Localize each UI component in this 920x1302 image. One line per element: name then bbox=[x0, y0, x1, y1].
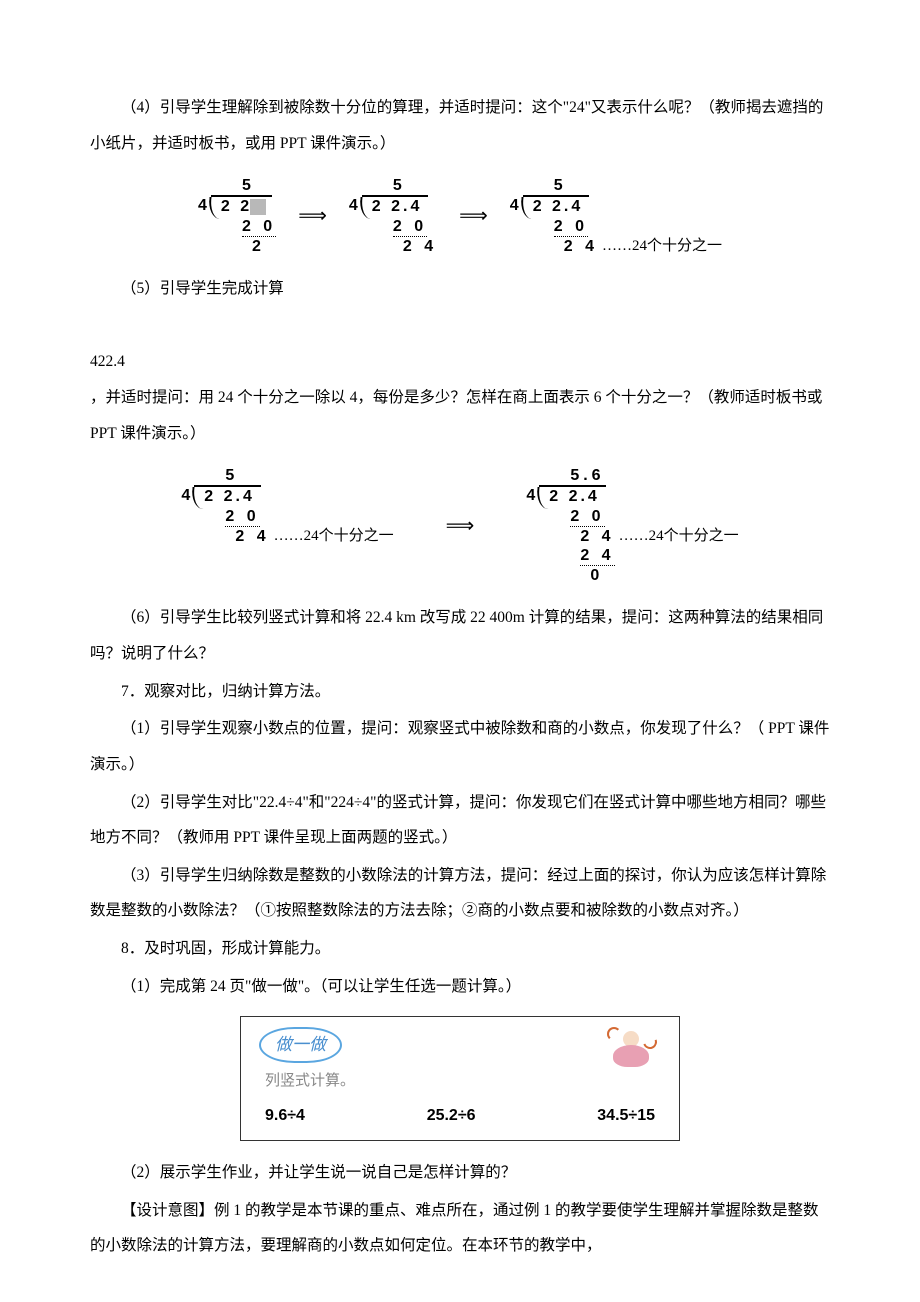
remainder: 2 4 bbox=[526, 527, 614, 546]
annotation: ……24个十分之一 bbox=[274, 527, 394, 545]
dividend: 2 2.4 bbox=[194, 485, 261, 506]
dividend: 2 2.4 bbox=[523, 195, 590, 216]
para2b: ，并适时提问：用 24 个十分之一除以 4，每份是多少？怎样在商上面表示 6 个… bbox=[90, 389, 822, 442]
inline-dividend: 22.4 bbox=[98, 353, 125, 370]
longdiv-1: 5 4 2 2 2 0 2 bbox=[198, 176, 276, 256]
step-sub: 2 0 bbox=[198, 217, 276, 237]
step2: 2 4 bbox=[526, 546, 738, 566]
paragraph-5: （5）引导学生完成计算 bbox=[90, 271, 830, 307]
remainder: 2 4 bbox=[510, 237, 598, 256]
step1: 2 0 bbox=[393, 217, 427, 237]
paragraph-10: （3）引导学生归纳除数是整数的小数除法的计算方法，提问：经过上面的探讨，你认为应… bbox=[90, 858, 830, 929]
annotation: ……24个十分之一 bbox=[619, 527, 739, 545]
quotient: 5 bbox=[510, 176, 722, 195]
step-sub: 2 0 bbox=[510, 217, 722, 237]
remainder: 2 bbox=[198, 237, 276, 256]
quotient: 5.6 bbox=[526, 466, 738, 485]
quotient: 5 bbox=[181, 466, 393, 485]
exercise-c: 34.5÷15 bbox=[597, 1103, 655, 1129]
quotient: 5 bbox=[198, 176, 276, 195]
exercise-a: 9.6÷4 bbox=[265, 1103, 305, 1129]
arrow-icon: ⟹ bbox=[447, 204, 500, 228]
quotient: 5 bbox=[349, 176, 437, 195]
longdiv-4: 5 4 2 2.4 2 0 2 4 ……24个十分之一 bbox=[181, 466, 393, 546]
exercise-items: 9.6÷4 25.2÷6 34.5÷15 bbox=[259, 1103, 661, 1129]
bubble-label: 做一做 bbox=[259, 1027, 342, 1062]
annotation: ……24个十分之一 bbox=[602, 237, 722, 255]
dividend: 2 2.4 bbox=[539, 485, 606, 506]
exercise-b: 25.2÷6 bbox=[427, 1103, 476, 1129]
arrow-icon: ⟹ bbox=[286, 204, 339, 228]
dividend-text: 2 2 bbox=[221, 198, 252, 215]
longdiv-3: 5 4 2 2.4 2 0 2 4 ……24个十分之一 bbox=[510, 176, 722, 256]
remainder: 2 4 bbox=[181, 527, 269, 546]
paragraph-13: （2）展示学生作业，并让学生说一说自己是怎样计算的？ bbox=[90, 1155, 830, 1191]
step1: 2 0 bbox=[225, 507, 259, 527]
final-rem: 0 bbox=[526, 566, 738, 585]
paragraph-14: 【设计意图】例 1 的教学是本节课的重点、难点所在，通过例 1 的教学要使学生理… bbox=[90, 1193, 830, 1264]
paragraph-8: （1）引导学生观察小数点的位置，提问：观察竖式中被除数和商的小数点，你发现了什么… bbox=[90, 711, 830, 782]
paragraph-9: （2）引导学生对比"22.4÷4"和"224÷4"的竖式计算，提问：你发现它们在… bbox=[90, 785, 830, 856]
mask-block bbox=[250, 199, 266, 215]
paragraph-4: （4）引导学生理解除到被除数十分位的算理，并适时提问：这个"24"又表示什么呢？… bbox=[90, 90, 830, 161]
inline-divisor: 4 bbox=[90, 353, 98, 370]
paragraph-6: （6）引导学生比较列竖式计算和将 22.4 km 改写成 22 400m 计算的… bbox=[90, 600, 830, 671]
step1: 2 0 bbox=[570, 507, 604, 527]
remainder: 2 4 bbox=[349, 237, 437, 256]
paragraph-11: 8．及时巩固，形成计算能力。 bbox=[90, 931, 830, 967]
step2-text: 2 4 bbox=[580, 546, 614, 566]
division-row-1: 5 4 2 2 2 0 2 ⟹ 5 4 2 2.4 2 0 2 4 ⟹ 5 4 … bbox=[90, 176, 830, 256]
longdiv-5: 5.6 4 2 2.4 2 0 2 4 ……24个十分之一 2 4 0 bbox=[526, 466, 738, 585]
child-figurine bbox=[601, 1027, 661, 1077]
dividend: 2 2.4 bbox=[362, 195, 429, 216]
arrow-icon: ⟹ bbox=[434, 514, 487, 538]
step-sub: 2 0 bbox=[181, 507, 393, 527]
paragraph-12: （1）完成第 24 页"做一做"。（可以让学生任选一题计算。） bbox=[90, 969, 830, 1005]
dividend: 2 2 bbox=[211, 195, 272, 216]
step1: 2 0 bbox=[554, 217, 588, 237]
exercise-instruction: 列竖式计算。 bbox=[265, 1069, 355, 1093]
exercise-box: 做一做 列竖式计算。 9.6÷4 25.2÷6 34.5÷15 bbox=[240, 1016, 680, 1141]
step-sub: 2 0 bbox=[349, 217, 437, 237]
paragraph-7: 7．观察对比，归纳计算方法。 bbox=[90, 674, 830, 710]
longdiv-2: 5 4 2 2.4 2 0 2 4 bbox=[349, 176, 437, 256]
step-sub: 2 0 bbox=[526, 507, 738, 527]
para2a: （5）引导学生完成计算 bbox=[121, 280, 284, 297]
division-row-2: 5 4 2 2.4 2 0 2 4 ……24个十分之一 ⟹ 5.6 4 2 2.… bbox=[90, 466, 830, 585]
step1: 2 0 bbox=[242, 217, 276, 237]
